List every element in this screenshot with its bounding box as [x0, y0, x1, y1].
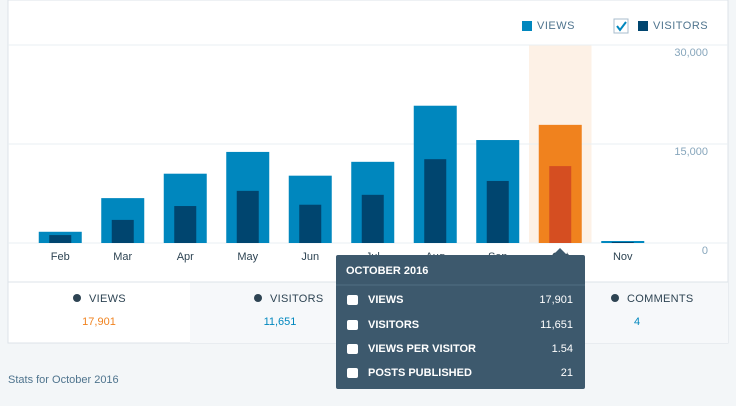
tabs: VIEWS 17,901 VISITORS 11,651 COMMENTS 4 [73, 293, 694, 328]
chart: 015,00030,000FebMarAprMayJunJulAugSepOct… [8, 18, 728, 263]
tab-icon [254, 294, 262, 302]
x-tick-label: Feb [51, 251, 70, 263]
tab-value: 4 [634, 316, 640, 328]
x-tick-label: May [237, 251, 258, 263]
tab-value: 17,901 [82, 316, 116, 328]
visitors-bar [549, 166, 572, 243]
visitors-bar [111, 219, 134, 243]
tooltip-icon [347, 344, 358, 354]
visitors-bar [299, 204, 322, 243]
legend-swatch [522, 21, 532, 31]
checkmark [616, 21, 627, 32]
legend-label: VIEWS [537, 20, 575, 32]
legend-checkbox [613, 18, 629, 34]
x-tick-label: Jun [301, 251, 319, 263]
tab-icon [73, 294, 81, 302]
visitors-bar [361, 194, 384, 243]
x-tick-label: Nov [613, 251, 633, 263]
tooltip-row-value: 17,901 [539, 294, 573, 306]
visitors-bar [49, 235, 72, 243]
tooltip-title: OCTOBER 2016 [346, 265, 428, 277]
tooltip-row-label: VIEWS [368, 294, 403, 306]
tooltip-icon [347, 295, 358, 305]
tab-label: VISITORS [270, 293, 324, 305]
legend-label: VISITORS [653, 20, 708, 32]
tooltip-box [336, 255, 585, 389]
tooltip-row-value: 21 [561, 367, 573, 379]
heading: Stats for October 2016 [8, 374, 119, 386]
tooltip-row-label: VISITORS [368, 319, 419, 331]
visitors-bar [236, 190, 259, 243]
y-tick-label: 0 [702, 245, 708, 257]
tooltip-pointer [552, 248, 568, 256]
tooltip-icon [347, 320, 358, 330]
y-tick-label: 30,000 [674, 47, 708, 59]
tooltip-icon [347, 368, 358, 378]
visitors-bar [174, 206, 197, 243]
tab-icon [611, 294, 619, 302]
tooltip: OCTOBER 2016 VIEWS 17,901 VISITORS 11,651 VI… [336, 248, 585, 389]
tooltip-row-label: VIEWS PER VISITOR [368, 343, 476, 355]
tab-label: COMMENTS [627, 293, 694, 305]
tooltip-row-value: 11,651 [540, 319, 573, 331]
x-tick-label: Apr [177, 251, 194, 263]
visitors-bar [611, 242, 634, 243]
visitors-bar [486, 180, 509, 243]
tooltip-row-label: POSTS PUBLISHED [368, 367, 472, 379]
y-tick-label: 15,000 [674, 146, 708, 158]
x-tick-label: Mar [113, 251, 132, 263]
legend-swatch [638, 21, 648, 31]
tab-label: VIEWS [89, 293, 126, 305]
visitors-bar [424, 159, 447, 243]
tab-value: 11,651 [264, 316, 297, 328]
tooltip-row-value: 1.54 [552, 343, 573, 355]
